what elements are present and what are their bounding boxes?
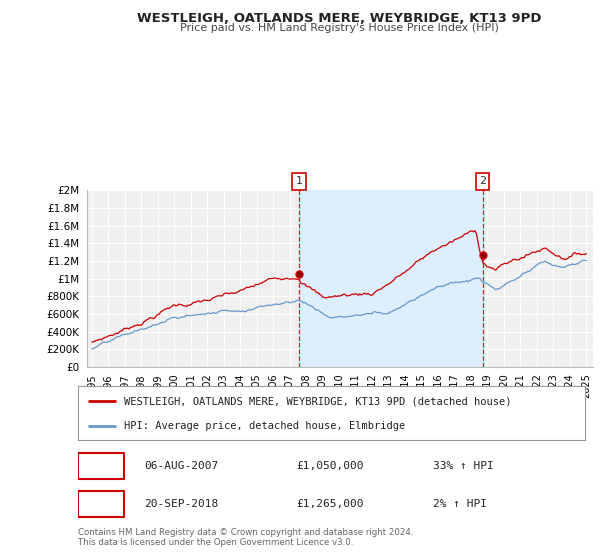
Text: 2% ↑ HPI: 2% ↑ HPI xyxy=(433,500,487,509)
Text: 20-SEP-2018: 20-SEP-2018 xyxy=(144,500,218,509)
Text: £1,265,000: £1,265,000 xyxy=(296,500,364,509)
Text: WESTLEIGH, OATLANDS MERE, WEYBRIDGE, KT13 9PD (detached house): WESTLEIGH, OATLANDS MERE, WEYBRIDGE, KT1… xyxy=(124,396,511,407)
Text: 1: 1 xyxy=(97,459,105,472)
Text: 1: 1 xyxy=(296,176,303,186)
Text: 2: 2 xyxy=(479,176,486,186)
Text: Price paid vs. HM Land Registry's House Price Index (HPI): Price paid vs. HM Land Registry's House … xyxy=(179,23,499,33)
Text: 06-AUG-2007: 06-AUG-2007 xyxy=(144,461,218,470)
FancyBboxPatch shape xyxy=(78,452,124,479)
Text: Contains HM Land Registry data © Crown copyright and database right 2024.
This d: Contains HM Land Registry data © Crown c… xyxy=(78,528,413,547)
Text: HPI: Average price, detached house, Elmbridge: HPI: Average price, detached house, Elmb… xyxy=(124,421,405,431)
Text: 2: 2 xyxy=(97,498,105,511)
Text: WESTLEIGH, OATLANDS MERE, WEYBRIDGE, KT13 9PD: WESTLEIGH, OATLANDS MERE, WEYBRIDGE, KT1… xyxy=(137,12,541,25)
Text: £1,050,000: £1,050,000 xyxy=(296,461,364,470)
Text: 33% ↑ HPI: 33% ↑ HPI xyxy=(433,461,494,470)
FancyBboxPatch shape xyxy=(78,491,124,517)
Bar xyxy=(299,190,482,367)
